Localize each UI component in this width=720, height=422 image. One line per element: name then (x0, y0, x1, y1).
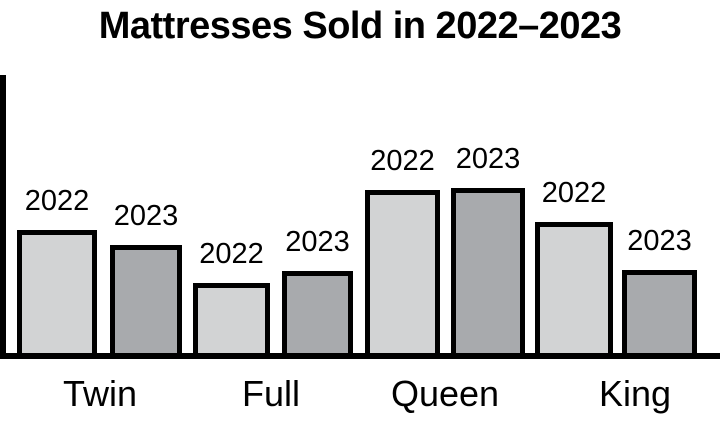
bar-value-label-king-2022: 2022 (541, 177, 607, 209)
bar-value-label-full-2022: 2022 (199, 238, 264, 270)
bar-value-label-full-2023: 2023 (285, 226, 350, 258)
category-label-king: King (598, 373, 672, 414)
category-label-queen: Queen (390, 373, 500, 414)
bar-king-2023 (622, 270, 697, 358)
bar-king-2022 (535, 222, 613, 358)
x-axis-line (0, 353, 720, 359)
bar-twin-2022 (17, 230, 97, 358)
bar-queen-2023 (451, 188, 525, 358)
bar-value-label-twin-2023: 2023 (113, 200, 179, 232)
bar-value-label-twin-2022: 2022 (24, 185, 90, 217)
category-label-full: Full (241, 373, 300, 414)
bar-value-label-queen-2023: 2023 (455, 143, 521, 175)
bar-full-2022 (193, 283, 270, 358)
chart-title: Mattresses Sold in 2022–2023 (98, 5, 622, 47)
y-axis-line (0, 75, 6, 359)
bar-full-2023 (282, 271, 353, 358)
category-label-twin: Twin (62, 373, 138, 414)
bar-value-label-king-2023: 2023 (627, 225, 692, 257)
bar-queen-2022 (365, 190, 440, 358)
bar-value-label-queen-2022: 2022 (370, 145, 435, 177)
